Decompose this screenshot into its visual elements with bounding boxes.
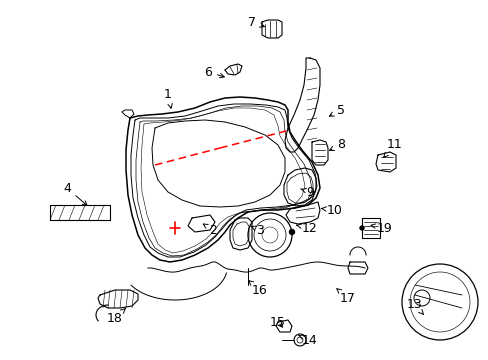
Text: 13: 13: [407, 298, 423, 314]
Text: 4: 4: [63, 181, 87, 206]
Text: 17: 17: [336, 289, 355, 305]
Text: 3: 3: [250, 224, 264, 237]
Text: 8: 8: [329, 139, 345, 152]
Text: 6: 6: [203, 66, 224, 78]
Text: 11: 11: [383, 139, 402, 157]
Text: 9: 9: [300, 185, 313, 198]
Text: 14: 14: [298, 333, 317, 346]
Text: 2: 2: [203, 224, 217, 237]
Text: 5: 5: [329, 104, 345, 117]
Text: 15: 15: [269, 315, 285, 328]
Text: 19: 19: [370, 221, 392, 234]
Circle shape: [359, 226, 363, 230]
Text: 16: 16: [248, 281, 267, 297]
Text: 1: 1: [164, 89, 172, 108]
Text: 10: 10: [321, 203, 342, 216]
Text: 7: 7: [247, 15, 264, 28]
Circle shape: [289, 230, 294, 234]
Text: 12: 12: [296, 221, 317, 234]
Text: 18: 18: [107, 309, 125, 324]
